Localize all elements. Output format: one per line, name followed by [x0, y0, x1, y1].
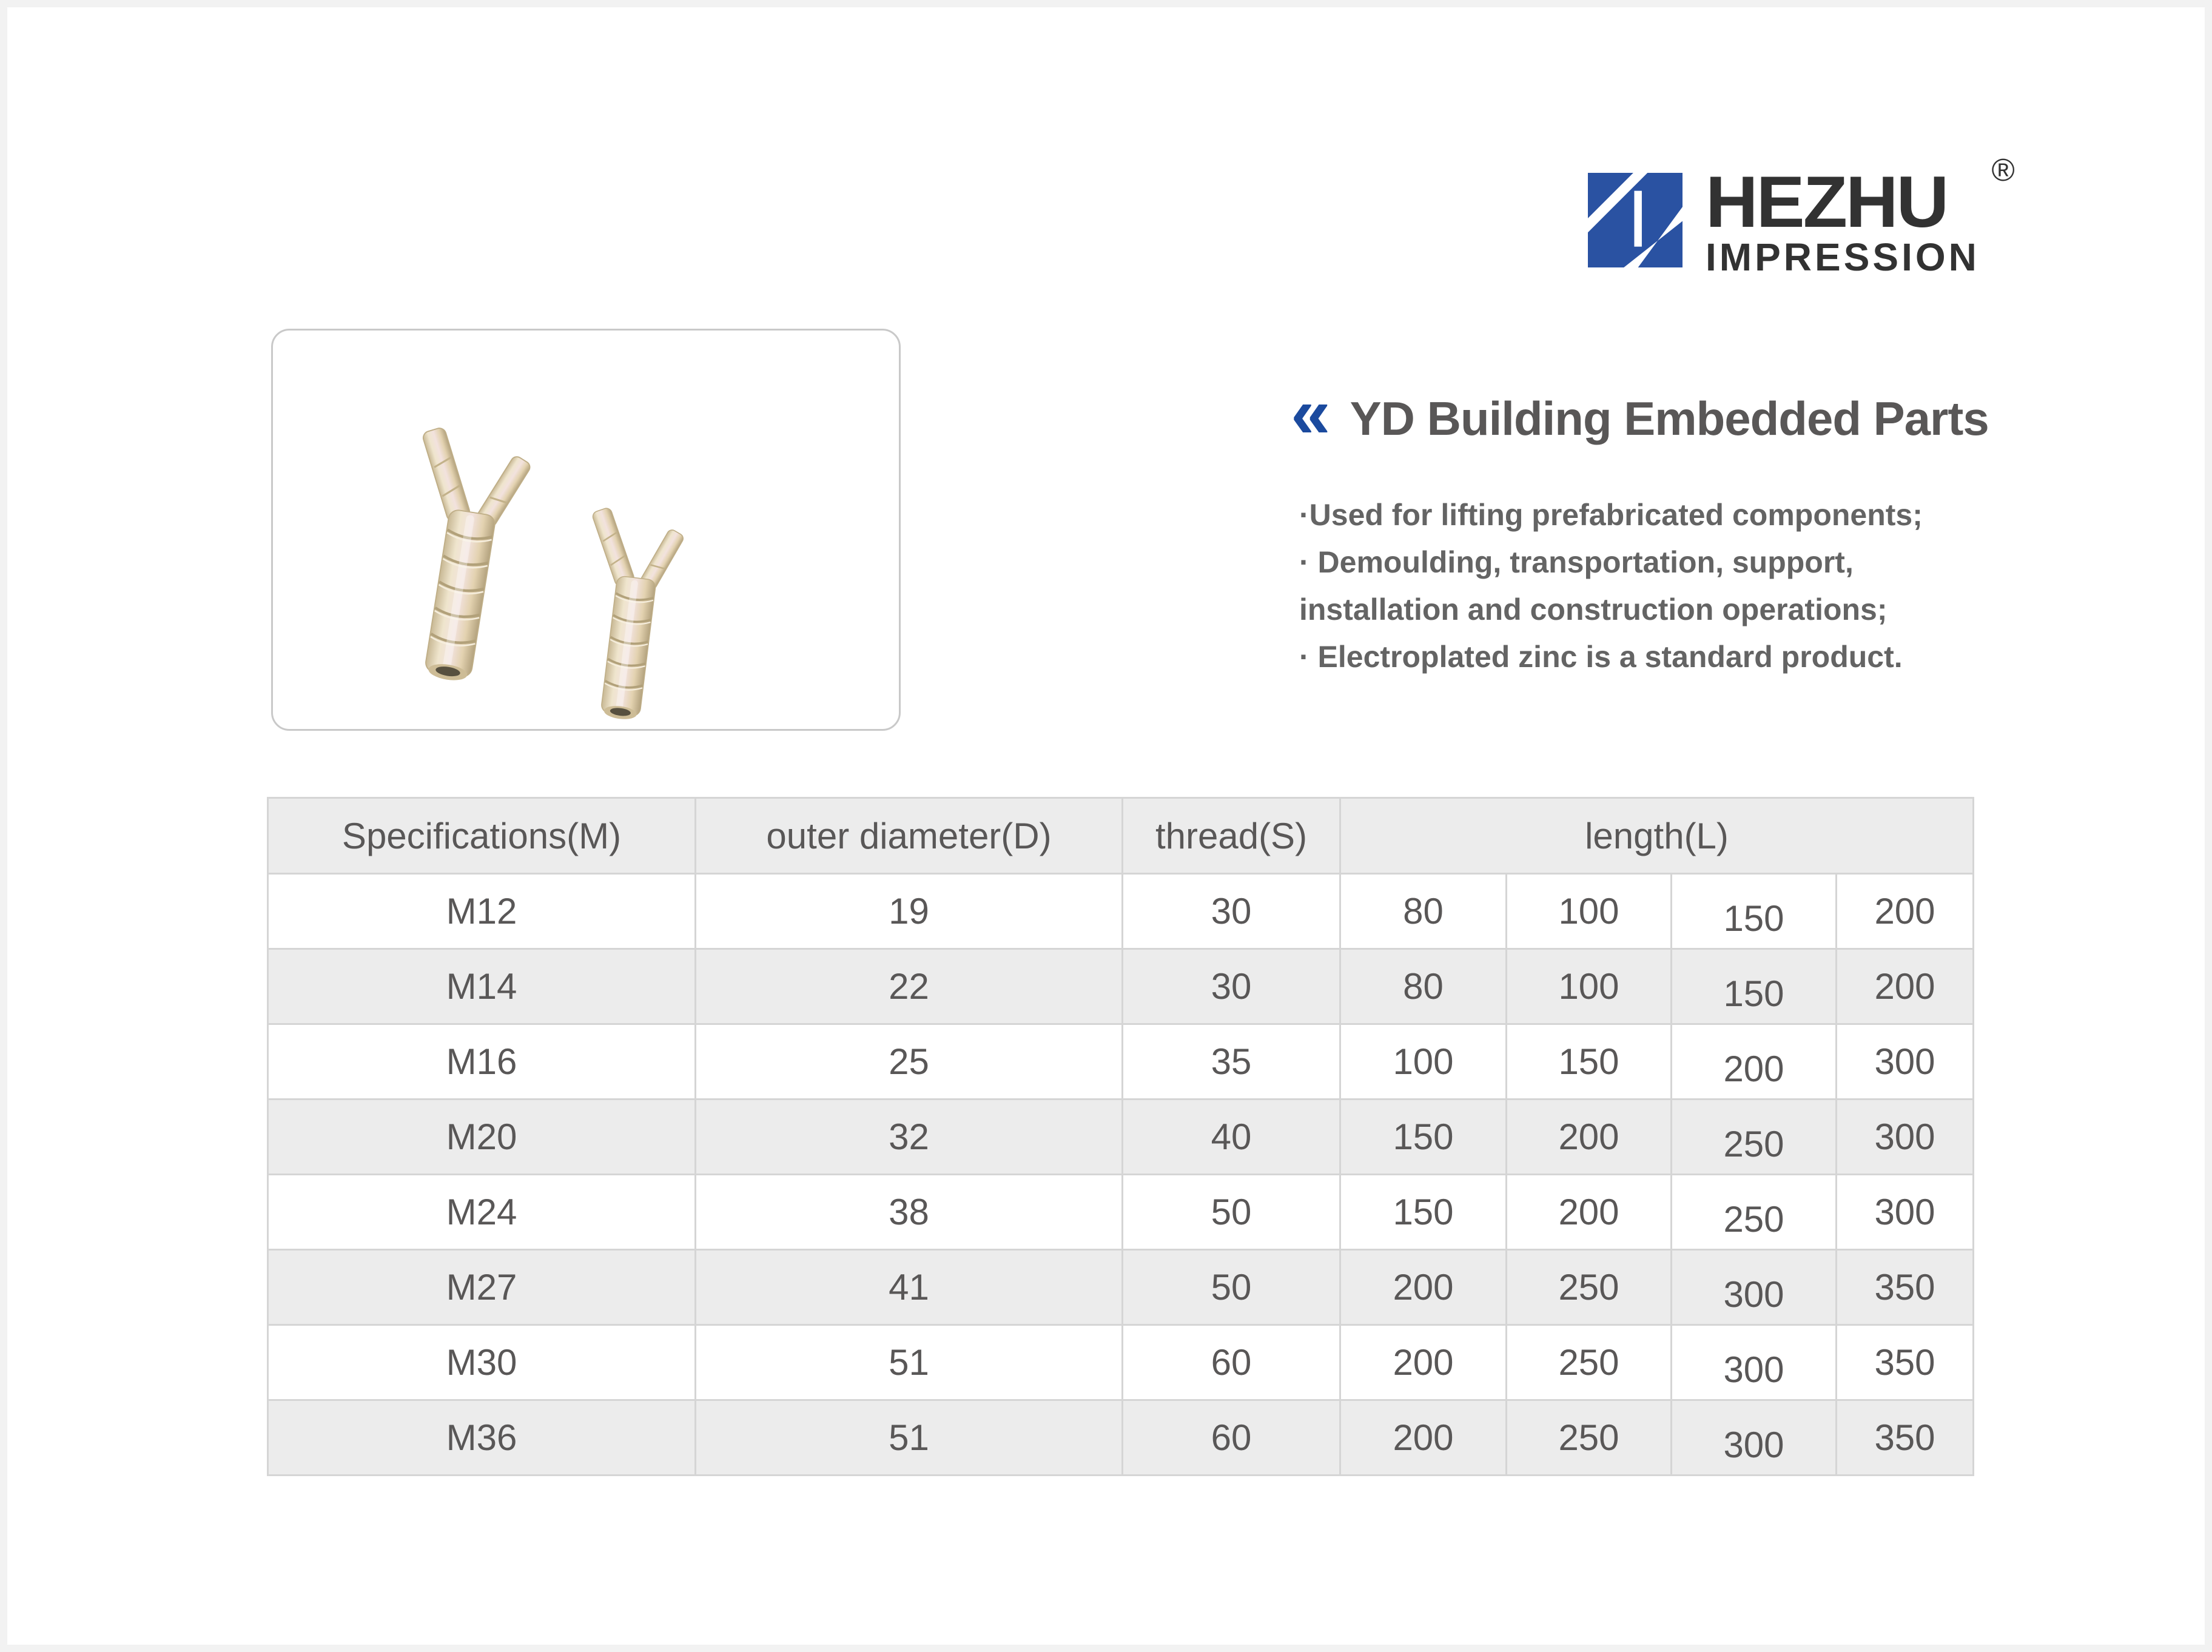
outer-diameter-cell: 51 [694, 1324, 1123, 1401]
table-row: M36 51 60 200 250 300 350 [267, 1399, 1974, 1476]
length-cell: 200 [1670, 1023, 1837, 1100]
length-cell: 150 [1505, 1023, 1672, 1100]
thread-cell: 50 [1121, 1174, 1341, 1251]
length-cell: 300 [1835, 1098, 1974, 1175]
spec-cell: M20 [267, 1098, 696, 1175]
yd-anchor-parts-photo [273, 331, 689, 725]
spec-table: Specifications(M) outer diameter(D) thre… [267, 797, 1974, 1476]
spec-cell: M24 [267, 1174, 696, 1251]
length-cell: 200 [1835, 948, 1974, 1025]
length-cell: 350 [1835, 1324, 1974, 1401]
thread-cell: 30 [1121, 948, 1341, 1025]
length-cell: 200 [1505, 1098, 1672, 1175]
length-cell: 150 [1339, 1098, 1507, 1175]
col-header-length: length(L) [1339, 797, 1974, 875]
outer-diameter-cell: 38 [694, 1174, 1123, 1251]
length-cell: 300 [1670, 1324, 1837, 1401]
spec-cell: M16 [267, 1023, 696, 1100]
col-header-outer-diameter: outer diameter(D) [694, 797, 1123, 875]
feature-line: · Demoulding, transportation, support, [1299, 545, 1854, 579]
length-cell: 80 [1339, 948, 1507, 1025]
outer-diameter-cell: 32 [694, 1098, 1123, 1175]
brand-text: HEZHU IMPRESSION ® [1706, 153, 2015, 279]
spec-cell: M14 [267, 948, 696, 1025]
feature-line: · Electroplated zinc is a standard produ… [1299, 640, 1903, 674]
length-cell: 250 [1670, 1174, 1837, 1251]
length-cell: 350 [1835, 1399, 1974, 1476]
thread-cell: 60 [1121, 1324, 1341, 1401]
brand-tagline: IMPRESSION [1706, 235, 1980, 279]
length-cell: 80 [1339, 873, 1507, 950]
spec-cell: M27 [267, 1249, 696, 1326]
feature-list: ·Used for lifting prefabricated componen… [1299, 491, 1923, 680]
brand-logo: HEZHU IMPRESSION ® [1588, 153, 2015, 279]
outer-diameter-cell: 41 [694, 1249, 1123, 1326]
outer-diameter-cell: 19 [694, 873, 1123, 950]
feature-line: installation and construction operations… [1299, 593, 1888, 626]
table-row: M16 25 35 100 150 200 300 [267, 1023, 1974, 1100]
thread-cell: 60 [1121, 1399, 1341, 1476]
length-cell: 200 [1505, 1174, 1672, 1251]
brand-name: HEZHU [1706, 161, 1949, 243]
table-row: M27 41 50 200 250 300 350 [267, 1249, 1974, 1326]
product-photo-card [271, 329, 901, 731]
length-cell: 250 [1670, 1098, 1837, 1175]
product-title-row: « YD Building Embedded Parts [1291, 377, 1989, 449]
outer-diameter-cell: 51 [694, 1399, 1123, 1476]
double-chevron-icon: « [1291, 373, 1331, 453]
outer-diameter-cell: 22 [694, 948, 1123, 1025]
length-cell: 200 [1835, 873, 1974, 950]
outer-diameter-cell: 25 [694, 1023, 1123, 1100]
table-row: M14 22 30 80 100 150 200 [267, 948, 1974, 1025]
spec-cell: M30 [267, 1324, 696, 1401]
table-row: M30 51 60 200 250 300 350 [267, 1324, 1974, 1401]
length-cell: 350 [1835, 1249, 1974, 1326]
length-cell: 300 [1670, 1249, 1837, 1326]
length-cell: 250 [1505, 1399, 1672, 1476]
length-cell: 200 [1339, 1399, 1507, 1476]
table-row: M12 19 30 80 100 150 200 [267, 873, 1974, 950]
length-cell: 150 [1339, 1174, 1507, 1251]
registered-trademark-icon: ® [1991, 153, 2015, 188]
thread-cell: 50 [1121, 1249, 1341, 1326]
length-cell: 100 [1505, 948, 1672, 1025]
length-cell: 100 [1505, 873, 1672, 950]
product-title: YD Building Embedded Parts [1350, 391, 1989, 445]
length-cell: 300 [1835, 1023, 1974, 1100]
length-cell: 150 [1670, 948, 1837, 1025]
col-header-specifications: Specifications(M) [267, 797, 696, 875]
length-cell: 150 [1670, 873, 1837, 950]
feature-line: ·Used for lifting prefabricated componen… [1299, 498, 1923, 532]
thread-cell: 35 [1121, 1023, 1341, 1100]
table-row: M24 38 50 150 200 250 300 [267, 1174, 1974, 1251]
spec-table-header: Specifications(M) outer diameter(D) thre… [267, 797, 1974, 875]
length-cell: 100 [1339, 1023, 1507, 1100]
length-cell: 300 [1670, 1399, 1837, 1476]
spec-cell: M12 [267, 873, 696, 950]
col-header-thread: thread(S) [1121, 797, 1341, 875]
length-cell: 250 [1505, 1249, 1672, 1326]
length-cell: 250 [1505, 1324, 1672, 1401]
length-cell: 200 [1339, 1249, 1507, 1326]
length-cell: 200 [1339, 1324, 1507, 1401]
table-row: M20 32 40 150 200 250 300 [267, 1098, 1974, 1175]
hezhu-logo-icon [1588, 173, 1683, 267]
spec-cell: M36 [267, 1399, 696, 1476]
length-cell: 300 [1835, 1174, 1974, 1251]
thread-cell: 40 [1121, 1098, 1341, 1175]
thread-cell: 30 [1121, 873, 1341, 950]
